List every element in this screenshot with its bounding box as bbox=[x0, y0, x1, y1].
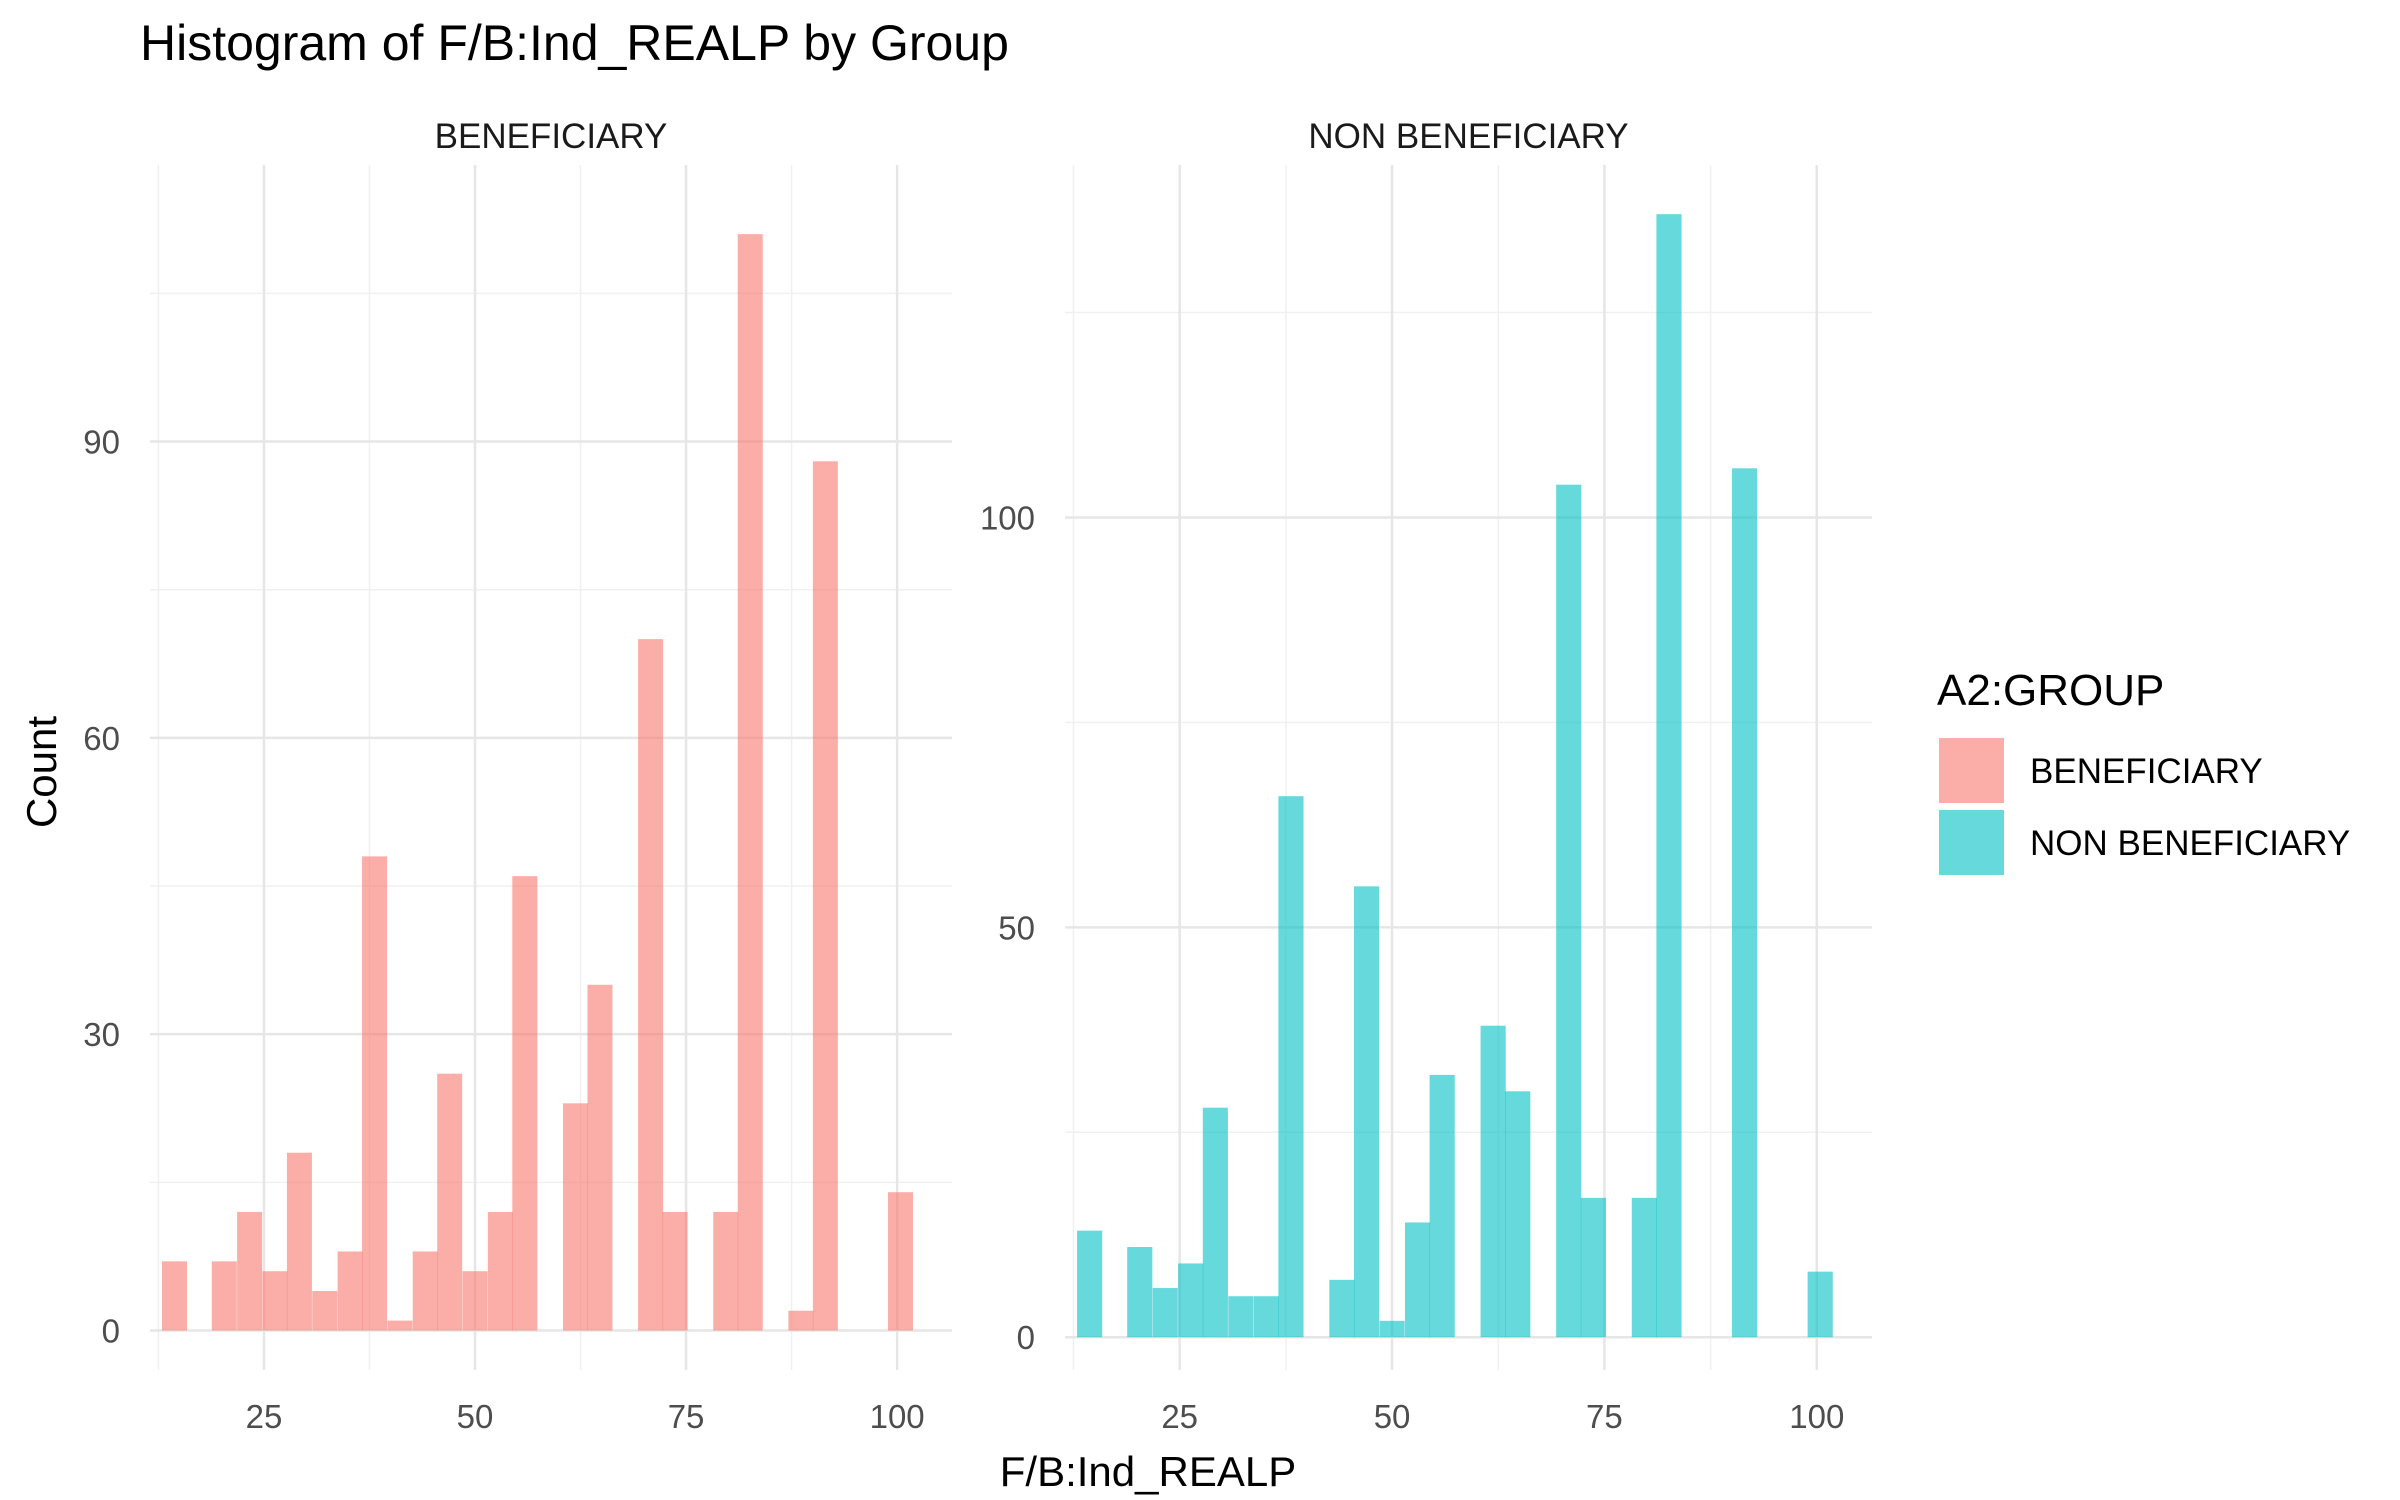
histogram-bar bbox=[1580, 1197, 1606, 1338]
histogram-bar bbox=[286, 1152, 312, 1331]
x-tick-label: 100 bbox=[870, 1398, 925, 1435]
histogram-bar bbox=[211, 1261, 237, 1331]
y-tick-label: 50 bbox=[998, 909, 1035, 946]
histogram-bar bbox=[312, 1290, 338, 1331]
y-axis-title: Count bbox=[18, 716, 65, 828]
histogram-bar bbox=[1329, 1279, 1355, 1338]
x-tick-label: 25 bbox=[246, 1398, 283, 1435]
histogram-bar bbox=[812, 461, 838, 1331]
histogram-bar bbox=[788, 1310, 814, 1331]
histogram-bar bbox=[1480, 1025, 1506, 1338]
histogram-bar bbox=[412, 1251, 438, 1331]
panel-0: 25 50 75 100 0 30 60 90 BENEFICIARY bbox=[83, 117, 952, 1435]
histogram-bar bbox=[1228, 1296, 1254, 1338]
x-tick-label: 100 bbox=[1789, 1398, 1844, 1435]
histogram-bar bbox=[161, 1261, 187, 1331]
histogram-bar bbox=[1807, 1271, 1833, 1338]
y-tick-label: 100 bbox=[980, 499, 1035, 536]
histogram-bar bbox=[1077, 1230, 1103, 1338]
legend: A2:GROUP BENEFICIARY NON BENEFICIARY bbox=[1937, 666, 2350, 875]
histogram-bar bbox=[638, 639, 664, 1331]
histogram-bar bbox=[1732, 468, 1758, 1338]
histogram-bar bbox=[1631, 1197, 1657, 1338]
histogram-bar bbox=[437, 1073, 463, 1331]
histogram-bar bbox=[1505, 1091, 1531, 1338]
x-axis-title: F/B:Ind_REALP bbox=[1000, 1448, 1296, 1495]
histogram-bar bbox=[462, 1271, 488, 1331]
y-tick-label: 60 bbox=[83, 720, 120, 757]
x-tick-label: 50 bbox=[1374, 1398, 1411, 1435]
histogram-bar bbox=[362, 856, 388, 1331]
legend-label-non-beneficiary: NON BENEFICIARY bbox=[2030, 824, 2350, 863]
histogram-bar bbox=[1379, 1320, 1405, 1338]
y-tick-label: 0 bbox=[1017, 1319, 1035, 1356]
histogram-bar bbox=[1127, 1247, 1153, 1338]
y-tick-label: 0 bbox=[102, 1312, 120, 1349]
panels-layer: 25 50 75 100 0 30 60 90 BENEFICIARY 25 50 75 100 0 50 1… bbox=[83, 117, 1872, 1435]
y-tick-label: 90 bbox=[83, 424, 120, 461]
panel-1: 25 50 75 100 0 50 100 NON BENEFICIARY bbox=[980, 117, 1872, 1435]
histogram-bar bbox=[737, 234, 763, 1331]
legend-label-beneficiary: BENEFICIARY bbox=[2030, 752, 2263, 791]
histogram-bar bbox=[1278, 796, 1304, 1338]
histogram-bar bbox=[587, 984, 613, 1331]
facet-strip-label: NON BENEFICIARY bbox=[1308, 117, 1628, 156]
histogram-bar bbox=[713, 1211, 739, 1331]
histogram-bar bbox=[1429, 1074, 1455, 1338]
facet-strip-label: BENEFICIARY bbox=[435, 117, 668, 156]
x-tick-label: 25 bbox=[1161, 1398, 1198, 1435]
x-tick-label: 75 bbox=[1586, 1398, 1623, 1435]
histogram-bar bbox=[237, 1211, 263, 1331]
y-tick-label: 30 bbox=[83, 1016, 120, 1053]
histogram-bar bbox=[662, 1211, 688, 1331]
histogram-bar bbox=[1656, 214, 1682, 1338]
histogram-bar bbox=[1556, 484, 1582, 1338]
histogram-bar bbox=[262, 1271, 288, 1331]
histogram-bar bbox=[562, 1103, 588, 1331]
x-tick-label: 50 bbox=[457, 1398, 494, 1435]
histogram-bar bbox=[1152, 1288, 1178, 1338]
legend-title: A2:GROUP bbox=[1937, 666, 2164, 715]
histogram-bar bbox=[487, 1211, 513, 1331]
histogram-bar bbox=[387, 1320, 413, 1331]
histogram-bar bbox=[1178, 1263, 1204, 1338]
histogram-bar bbox=[337, 1251, 363, 1331]
histogram-bar bbox=[888, 1192, 913, 1331]
histogram-bar bbox=[1253, 1296, 1279, 1338]
legend-key-non-beneficiary bbox=[1939, 810, 2004, 875]
histogram-bar bbox=[1404, 1222, 1431, 1338]
chart-title: Histogram of F/B:Ind_REALP by Group bbox=[140, 15, 1009, 71]
legend-key-beneficiary bbox=[1939, 738, 2004, 803]
histogram-bar bbox=[512, 876, 538, 1331]
x-tick-label: 75 bbox=[668, 1398, 705, 1435]
histogram-bar bbox=[1353, 886, 1380, 1338]
histogram-bar bbox=[1202, 1107, 1228, 1338]
